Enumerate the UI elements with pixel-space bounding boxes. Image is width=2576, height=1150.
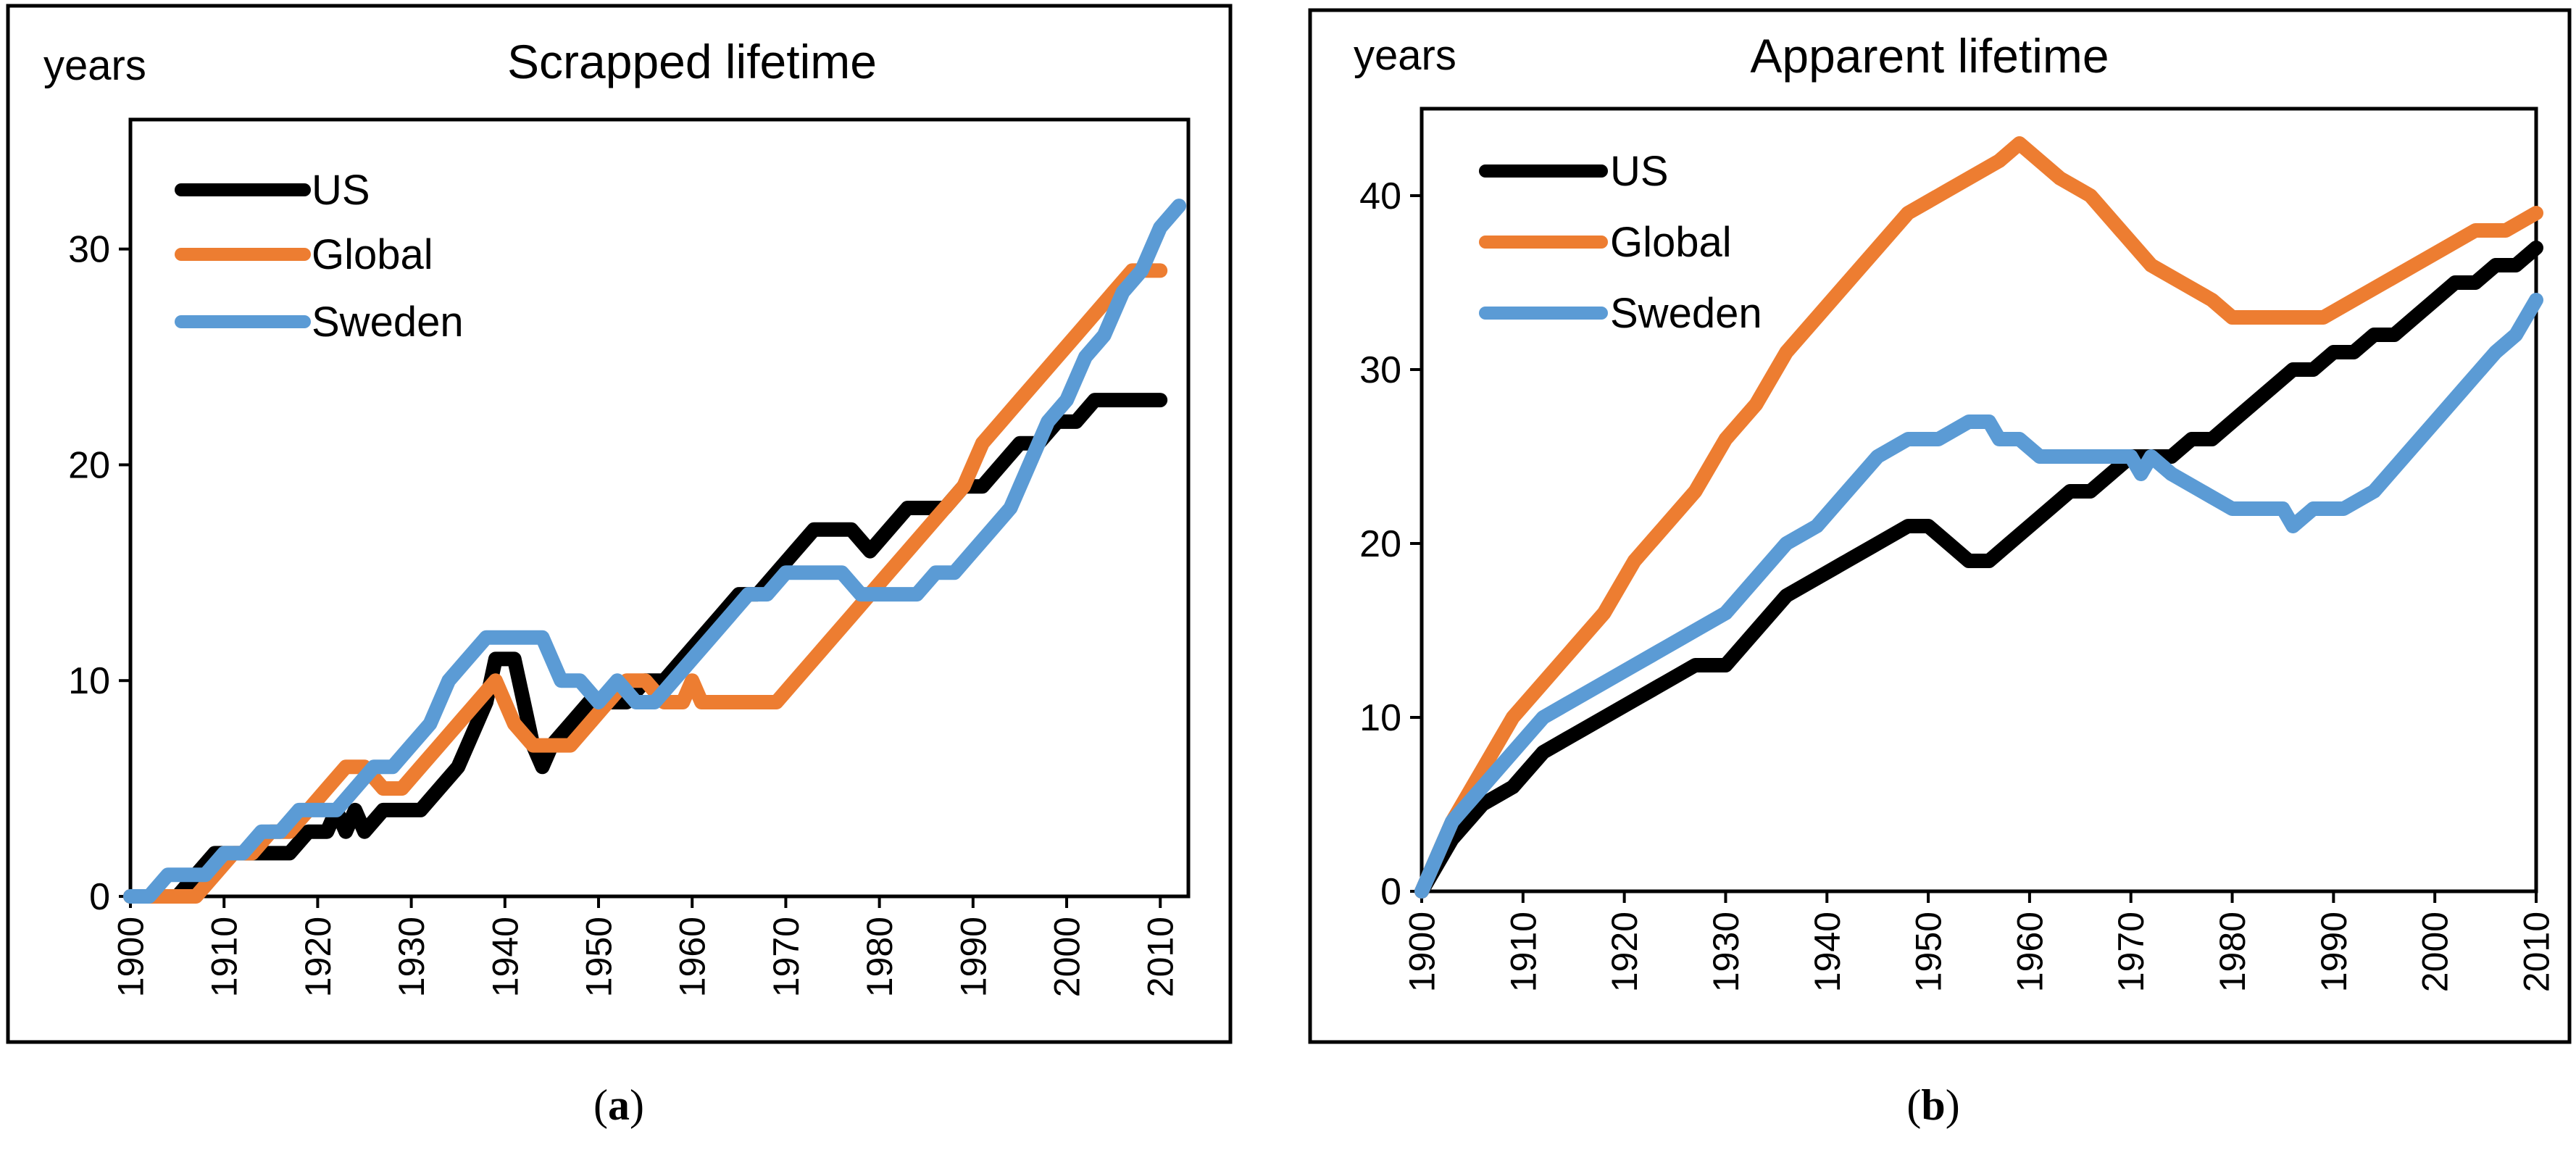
x-tick-label: 1910 xyxy=(204,917,245,997)
caption-letter: b xyxy=(1921,1081,1945,1129)
y-tick-label: 10 xyxy=(1359,697,1401,739)
series-line-sweden xyxy=(123,199,1187,904)
x-tick-label: 1970 xyxy=(766,917,806,997)
y-tick-label: 20 xyxy=(68,444,110,486)
legend-label-us: US xyxy=(312,167,370,214)
panel-scrapped-lifetime: years Scrapped lifetime 0 10 20 30 1900 1910 1… xyxy=(6,4,1233,1129)
x-tick-label: 1900 xyxy=(1402,912,1443,992)
plot-area: 0 10 20 30 40 1900 1910 1920 1930 1940 1950 1960 197… xyxy=(1359,107,2557,992)
panel-frame xyxy=(1308,8,2572,1044)
panel-apparent-lifetime: years Apparent lifetime 0 10 20 30 40 1900 191… xyxy=(1308,8,2572,1129)
legend: US Global Sweden xyxy=(1479,148,1762,337)
legend: US Global Sweden xyxy=(175,167,464,346)
x-tick-label: 1950 xyxy=(1909,912,1949,992)
x-tick-label: 1920 xyxy=(298,917,338,997)
plot-frame xyxy=(128,117,1191,899)
chart-title: Apparent lifetime xyxy=(1750,29,2109,83)
y-tick-label: 30 xyxy=(68,229,110,271)
chart-title: Scrapped lifetime xyxy=(507,35,877,88)
legend-item-us: US xyxy=(175,167,370,214)
legend-item-us: US xyxy=(1479,148,1669,195)
x-tick-label: 1940 xyxy=(485,917,525,997)
x-tick-label: 1930 xyxy=(391,917,432,997)
panel-caption: (a) xyxy=(593,1081,644,1129)
x-tick-label: 1930 xyxy=(1706,912,1746,992)
x-tick-label: 2010 xyxy=(2517,912,2557,992)
x-tick-label: 1940 xyxy=(1807,912,1848,992)
x-tick-label: 1970 xyxy=(2111,912,2151,992)
x-tick-label: 1920 xyxy=(1604,912,1645,992)
panel-frame xyxy=(6,4,1233,1044)
legend-label-sweden: Sweden xyxy=(312,299,464,346)
series-line-global xyxy=(1414,136,2543,899)
x-tick-label: 2000 xyxy=(2415,912,2456,992)
x-tick-label: 1960 xyxy=(2009,912,2050,992)
x-tick-label: 1950 xyxy=(579,917,620,997)
panel-caption: (b) xyxy=(1906,1081,1959,1129)
x-tick-label: 1960 xyxy=(672,917,713,997)
x-tick-label: 2000 xyxy=(1047,917,1088,997)
legend-item-global: Global xyxy=(1479,219,1732,266)
plot-area: 0 10 20 30 1900 1910 1920 1930 1940 1950 1960 1970 1… xyxy=(68,117,1191,997)
caption-letter: a xyxy=(608,1081,630,1129)
legend-item-sweden: Sweden xyxy=(175,299,464,346)
x-tick-label: 1990 xyxy=(2314,912,2354,992)
legend-item-sweden: Sweden xyxy=(1479,290,1762,337)
series-line-global xyxy=(123,263,1168,904)
plot-frame xyxy=(1420,107,2538,893)
legend-label-us: US xyxy=(1610,148,1669,195)
y-tick-label: 0 xyxy=(89,876,110,918)
legend-item-global: Global xyxy=(175,231,433,278)
x-tick-label: 1980 xyxy=(859,917,900,997)
legend-label-global: Global xyxy=(312,231,433,278)
series-line-sweden xyxy=(1414,293,2543,899)
legend-label-sweden: Sweden xyxy=(1610,290,1762,337)
y-tick-label: 0 xyxy=(1380,871,1401,913)
y-axis-unit-label: years xyxy=(1354,32,1456,79)
y-tick-label: 40 xyxy=(1359,175,1401,217)
y-tick-label: 30 xyxy=(1359,349,1401,391)
legend-label-global: Global xyxy=(1610,219,1732,266)
x-tick-label: 1900 xyxy=(111,917,151,997)
y-tick-label: 10 xyxy=(68,660,110,702)
x-tick-label: 1910 xyxy=(1503,912,1543,992)
series-line-us xyxy=(1414,241,2543,899)
y-tick-label: 20 xyxy=(1359,523,1401,565)
x-tick-label: 2010 xyxy=(1141,917,1181,997)
x-tick-label: 1980 xyxy=(2212,912,2253,992)
x-tick-label: 1990 xyxy=(953,917,993,997)
y-axis-unit-label: years xyxy=(43,42,146,89)
